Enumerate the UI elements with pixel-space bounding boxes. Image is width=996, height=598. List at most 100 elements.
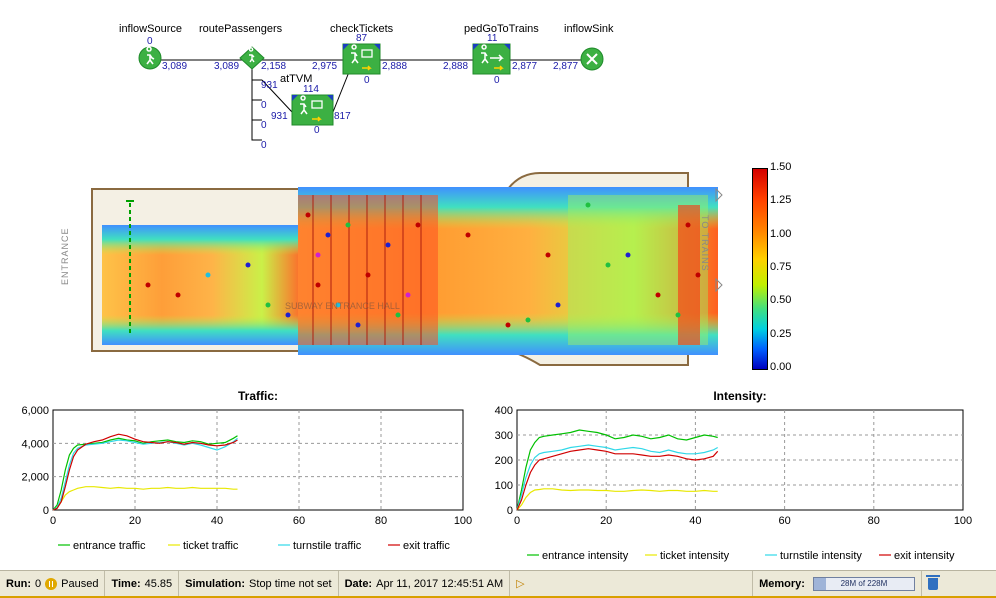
series-line (52, 437, 238, 511)
colorbar-tick: 0.25 (770, 328, 792, 340)
branch-count-2: 0 (261, 100, 267, 111)
arrow-right-icon (490, 54, 504, 62)
series-line (516, 448, 719, 511)
chart-title: Traffic: (238, 389, 278, 403)
ped-go-to-trains-count: 11 (487, 33, 498, 44)
y-tick-label: 200 (495, 455, 513, 467)
colorbar-tick: 0.50 (770, 294, 792, 306)
legend-label: exit traffic (403, 540, 450, 552)
date-label: Date: (344, 577, 373, 590)
route-passengers-out: 2,158 (261, 61, 287, 72)
ped-go-to-trains-in: 2,888 (443, 61, 469, 72)
check-tickets-label: checkTickets (330, 23, 394, 35)
x-tick-label: 80 (868, 515, 880, 527)
branch-count-4: 0 (261, 140, 267, 151)
x-tick-label: 40 (689, 515, 701, 527)
x-tick-label: 100 (954, 515, 972, 527)
trash-segment (922, 571, 944, 596)
inflow-sink-block[interactable] (580, 47, 604, 71)
memory-segment: Memory: 28M of 228M (752, 571, 922, 596)
legend-label: entrance intensity (542, 550, 629, 562)
at-tvm-out: 817 (334, 111, 351, 122)
route-passengers-in: 3,089 (214, 61, 240, 72)
route-passengers-block[interactable] (239, 46, 265, 70)
memory-bar: 28M of 228M (812, 576, 915, 591)
time-value: 45.85 (144, 577, 173, 590)
entrance-label: ENTRANCE (60, 227, 70, 285)
ped-go-to-trains-bottom: 0 (494, 75, 500, 86)
check-tickets-out: 2,888 (382, 61, 408, 72)
route-passengers-label: routePassengers (199, 23, 283, 35)
at-tvm-count: 114 (303, 84, 319, 95)
ped-go-to-trains-out: 2,877 (512, 61, 538, 72)
trash-icon[interactable] (925, 574, 940, 590)
x-tick-label: 40 (211, 515, 223, 527)
series-line (516, 488, 718, 511)
at-tvm-block[interactable] (291, 94, 334, 126)
series-line (516, 429, 718, 511)
legend-label: turnstile traffic (293, 540, 362, 552)
at-tvm-in: 931 (271, 111, 288, 122)
chart-title: Intensity: (713, 389, 766, 403)
inflow-source-out: 3,089 (162, 61, 188, 72)
x-tick-label: 0 (514, 515, 520, 527)
memory-label: Memory: (759, 577, 805, 590)
run-state: Paused (61, 577, 99, 590)
check-tickets-block[interactable] (342, 43, 381, 75)
series-line (52, 486, 238, 511)
area-label: SUBWAY ENTRANCE HALL (285, 301, 400, 311)
status-bar: Run: 0 Paused Time: 45.85 Simulation: St… (0, 570, 996, 598)
date-value: Apr 11, 2017 12:45:51 AM (376, 577, 504, 590)
simulation-segment: Simulation: Stop time not set (179, 571, 339, 596)
run-segment: Run: 0 Paused (0, 571, 106, 596)
y-tick-label: 100 (495, 480, 513, 492)
to-trains-label: TO TRAINS (700, 215, 710, 272)
colorbar-tick: 1.50 (770, 161, 792, 173)
time-label: Time: (111, 577, 141, 590)
x-tick-label: 80 (375, 515, 387, 527)
series-line (52, 435, 238, 511)
check-tickets-bottom: 0 (364, 75, 370, 86)
at-tvm-bottom: 0 (314, 125, 320, 136)
at-tvm-label: atTVM (280, 73, 313, 85)
ped-go-to-trains-label: pedGoToTrains (464, 23, 539, 35)
run-label: Run: (6, 577, 32, 590)
arrow-icon (494, 65, 504, 71)
colorbar-tick: 0.75 (770, 261, 792, 273)
inflow-sink-label: inflowSink (564, 23, 614, 35)
x-tick-label: 60 (293, 515, 305, 527)
date-segment: Date: Apr 11, 2017 12:45:51 AM (339, 571, 511, 596)
pedestrian-icon (248, 47, 255, 63)
y-tick-label: 6,000 (21, 405, 49, 417)
simulation-label: Simulation: (185, 577, 246, 590)
process-flowchart (138, 43, 604, 141)
arrow-icon (362, 65, 372, 71)
ped-go-to-trains-block[interactable] (472, 43, 511, 75)
colorbar (752, 168, 768, 370)
memory-fill (813, 577, 827, 590)
pause-icon[interactable] (45, 577, 58, 590)
memory-text: 28M of 228M (840, 578, 888, 588)
inflow-source-label: inflowSource (119, 23, 182, 35)
run-arrow-icon[interactable]: ▷ (516, 578, 525, 590)
series-line (516, 444, 718, 511)
time-segment: Time: 45.85 (105, 571, 180, 596)
pedestrian-icon (481, 44, 489, 64)
x-tick-label: 0 (50, 515, 56, 527)
play-segment: ▷ (510, 571, 752, 596)
pedestrian-icon (351, 44, 359, 64)
check-tickets-in: 2,975 (312, 61, 338, 72)
close-icon (586, 53, 598, 65)
legend-label: entrance traffic (73, 540, 146, 552)
x-tick-label: 20 (600, 515, 612, 527)
inflow-source-block[interactable] (138, 46, 162, 70)
arrow-icon (312, 116, 322, 122)
intensity-chart: Intensity: 0 20 40 60 80 100 0 100 200 300 400 entra… (495, 389, 973, 562)
simulation-value: Stop time not set (249, 577, 332, 590)
y-tick-label: 4,000 (21, 438, 49, 450)
y-tick-label: 0 (507, 505, 513, 517)
x-tick-label: 20 (129, 515, 141, 527)
inflow-sink-in: 2,877 (553, 61, 579, 72)
pedestrian-icon (146, 46, 155, 65)
legend-label: ticket intensity (660, 550, 730, 562)
